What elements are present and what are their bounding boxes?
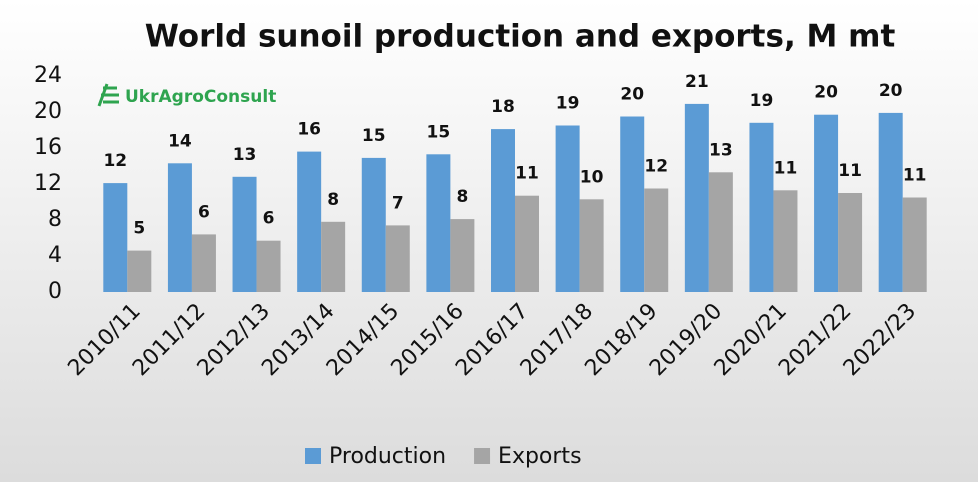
- data-label: 21: [685, 72, 709, 92]
- data-label: 8: [456, 187, 468, 207]
- data-label: 16: [297, 120, 321, 140]
- bar: [426, 154, 451, 292]
- y-tick-label: 0: [48, 279, 62, 304]
- bar: [450, 219, 475, 292]
- data-label: 14: [168, 131, 192, 151]
- data-label: 11: [838, 161, 862, 181]
- bar: [385, 225, 410, 292]
- y-tick-label: 20: [34, 99, 62, 124]
- data-label: 11: [903, 166, 927, 186]
- logo: UkrAgroConsult: [97, 83, 276, 107]
- data-label: 19: [750, 91, 774, 111]
- bar: [773, 190, 798, 292]
- data-label: 12: [644, 157, 668, 177]
- y-tick-label: 24: [34, 63, 62, 88]
- data-label: 13: [709, 140, 733, 160]
- legend-swatch: [305, 448, 321, 464]
- data-label: 8: [327, 190, 339, 210]
- data-label: 6: [198, 202, 210, 222]
- y-tick-label: 16: [34, 135, 62, 160]
- data-label: 18: [491, 97, 515, 117]
- bar: [838, 193, 863, 292]
- data-label: 10: [580, 167, 604, 187]
- bar: [878, 112, 903, 293]
- bar: [256, 240, 281, 292]
- data-label: 13: [233, 145, 257, 165]
- bar: [491, 129, 515, 292]
- data-label: 20: [879, 81, 903, 101]
- data-label: 20: [814, 83, 838, 103]
- bar: [515, 195, 539, 292]
- bar: [644, 188, 669, 292]
- data-label: 11: [774, 158, 798, 178]
- logo-text: UkrAgroConsult: [125, 87, 276, 107]
- bar: [555, 125, 580, 292]
- y-tick-label: 8: [48, 207, 62, 232]
- legend-swatch: [474, 448, 491, 464]
- data-label: 11: [515, 164, 539, 184]
- data-label: 19: [556, 94, 580, 114]
- bar: [297, 151, 322, 292]
- logo-icon: [97, 83, 119, 107]
- y-tick-label: 4: [48, 243, 62, 268]
- legend-label: Production: [329, 444, 446, 469]
- bar: [167, 163, 192, 292]
- data-label: 5: [133, 219, 145, 239]
- legend-label: Exports: [498, 444, 581, 469]
- bar: [127, 250, 152, 292]
- data-label: 20: [620, 85, 644, 105]
- data-label: 6: [263, 209, 275, 229]
- data-label: 7: [392, 193, 404, 213]
- data-label: 15: [362, 126, 386, 146]
- data-label: 15: [427, 122, 451, 142]
- chart-title: World sunoil production and exports, M m…: [145, 19, 896, 55]
- bar: [321, 221, 346, 292]
- bar: [361, 157, 386, 292]
- data-label: 12: [103, 151, 127, 171]
- bar: [103, 183, 128, 292]
- y-tick-label: 12: [34, 171, 62, 196]
- bar: [814, 114, 839, 292]
- bar: [232, 176, 257, 292]
- bar: [902, 197, 927, 292]
- bar: [579, 199, 604, 292]
- bar: [708, 172, 733, 292]
- bar: [620, 116, 645, 292]
- bar: [684, 103, 709, 293]
- bar: [191, 234, 216, 292]
- bar: [749, 122, 774, 292]
